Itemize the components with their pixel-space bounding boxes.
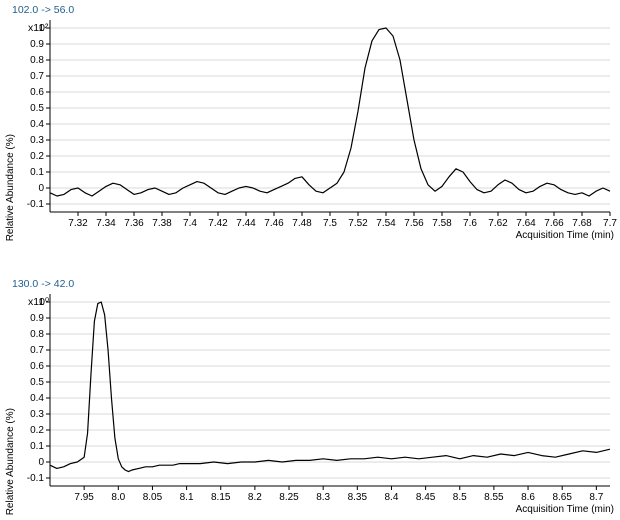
y-tick-label: 0.4 — [30, 119, 44, 130]
chromatogram-trace — [50, 28, 610, 196]
y-tick-label: 0.8 — [30, 55, 44, 66]
x-tick-label: 8.15 — [211, 492, 231, 503]
x-tick-label: 7.58 — [432, 218, 452, 229]
chart-title: 130.0 -> 42.0 — [12, 278, 74, 290]
x-tick-label: 7.6 — [463, 218, 477, 229]
y-tick-label: -0.1 — [27, 473, 45, 484]
y-tick-label: 0.1 — [30, 441, 44, 452]
y-tick-label: 0.9 — [30, 39, 44, 50]
x-tick-label: 7.46 — [264, 218, 284, 229]
x-tick-label: 8.6 — [521, 492, 535, 503]
y-axis-label: Relative Abundance (%) — [5, 134, 16, 241]
y-tick-label: 0 — [38, 457, 44, 468]
y-tick-label: -0.1 — [27, 199, 45, 210]
x-tick-label: 8.4 — [385, 492, 399, 503]
y-tick-label: 0.2 — [30, 151, 44, 162]
x-tick-label: 7.38 — [152, 218, 172, 229]
x-tick-label: 7.32 — [68, 218, 88, 229]
x-tick-label: 8.0 — [111, 492, 125, 503]
y-tick-label: 0.2 — [30, 425, 44, 436]
x-tick-label: 7.36 — [124, 218, 144, 229]
x-tick-label: 7.54 — [376, 218, 396, 229]
chart-panel: 102.0 -> 56.0x10²Relative Abundance (%)A… — [0, 4, 620, 240]
x-tick-label: 8.45 — [416, 492, 436, 503]
y-axis-label: Relative Abundance (%) — [5, 408, 16, 515]
x-tick-label: 7.95 — [74, 492, 94, 503]
y-tick-label: 1 — [38, 23, 44, 34]
y-tick-label: 0.6 — [30, 361, 44, 372]
x-tick-label: 7.64 — [516, 218, 536, 229]
x-tick-label: 8.05 — [143, 492, 163, 503]
plot-area: -0.100.10.20.30.40.50.60.70.80.917.958.0… — [50, 294, 610, 508]
x-tick-label: 8.2 — [248, 492, 262, 503]
x-tick-label: 8.1 — [180, 492, 194, 503]
y-tick-label: 1 — [38, 297, 44, 308]
x-tick-label: 7.68 — [572, 218, 592, 229]
y-tick-label: 0.3 — [30, 135, 44, 146]
y-tick-label: 0.5 — [30, 103, 44, 114]
x-tick-label: 8.7 — [589, 492, 603, 503]
x-tick-label: 7.52 — [348, 218, 368, 229]
y-tick-label: 0 — [38, 183, 44, 194]
y-tick-label: 0.9 — [30, 313, 44, 324]
x-tick-label: 7.42 — [208, 218, 228, 229]
x-tick-label: 7.4 — [183, 218, 197, 229]
x-tick-label: 7.44 — [236, 218, 256, 229]
x-tick-label: 8.65 — [552, 492, 572, 503]
x-tick-label: 8.25 — [279, 492, 299, 503]
x-tick-label: 7.56 — [404, 218, 424, 229]
chart-panel: 130.0 -> 42.0x10⁰Relative Abundance (%)A… — [0, 278, 620, 514]
y-tick-label: 0.6 — [30, 87, 44, 98]
y-tick-label: 0.7 — [30, 345, 44, 356]
y-tick-label: 0.3 — [30, 409, 44, 420]
x-tick-label: 7.62 — [488, 218, 508, 229]
x-tick-label: 8.35 — [348, 492, 368, 503]
chart-title: 102.0 -> 56.0 — [12, 4, 74, 16]
x-tick-label: 7.7 — [603, 218, 617, 229]
y-tick-label: 0.7 — [30, 71, 44, 82]
x-tick-label: 7.48 — [292, 218, 312, 229]
x-tick-label: 7.66 — [544, 218, 564, 229]
x-tick-label: 8.3 — [316, 492, 330, 503]
plot-area: -0.100.10.20.30.40.50.60.70.80.917.327.3… — [50, 20, 610, 234]
x-tick-label: 7.34 — [96, 218, 116, 229]
y-tick-label: 0.1 — [30, 167, 44, 178]
y-tick-label: 0.4 — [30, 393, 44, 404]
x-tick-label: 8.5 — [453, 492, 467, 503]
x-tick-label: 8.55 — [484, 492, 504, 503]
y-tick-label: 0.8 — [30, 329, 44, 340]
y-tick-label: 0.5 — [30, 377, 44, 388]
x-tick-label: 7.5 — [323, 218, 337, 229]
